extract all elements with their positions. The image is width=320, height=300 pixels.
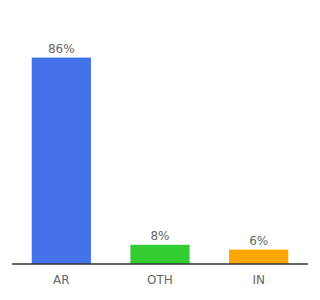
bar (32, 58, 91, 264)
x-tick-label: OTH (147, 273, 173, 287)
x-axis (12, 263, 308, 265)
data-labels: 86% 8% 6% (48, 42, 268, 248)
data-label: 8% (150, 229, 169, 243)
x-tick-label: IN (252, 273, 265, 287)
data-label: 86% (48, 42, 75, 56)
chart-container: 86% 8% 6% AR OTH IN (0, 0, 320, 300)
chart-svg: 86% 8% 6% AR OTH IN (0, 0, 320, 300)
bar (130, 245, 189, 264)
page: {"chart_data": {"type": "bar", "categori… (0, 0, 320, 300)
bars (32, 58, 289, 264)
x-tick-label: AR (53, 273, 70, 287)
bar (229, 250, 288, 264)
x-tick-labels: AR OTH IN (53, 273, 265, 287)
data-label: 6% (249, 234, 268, 248)
